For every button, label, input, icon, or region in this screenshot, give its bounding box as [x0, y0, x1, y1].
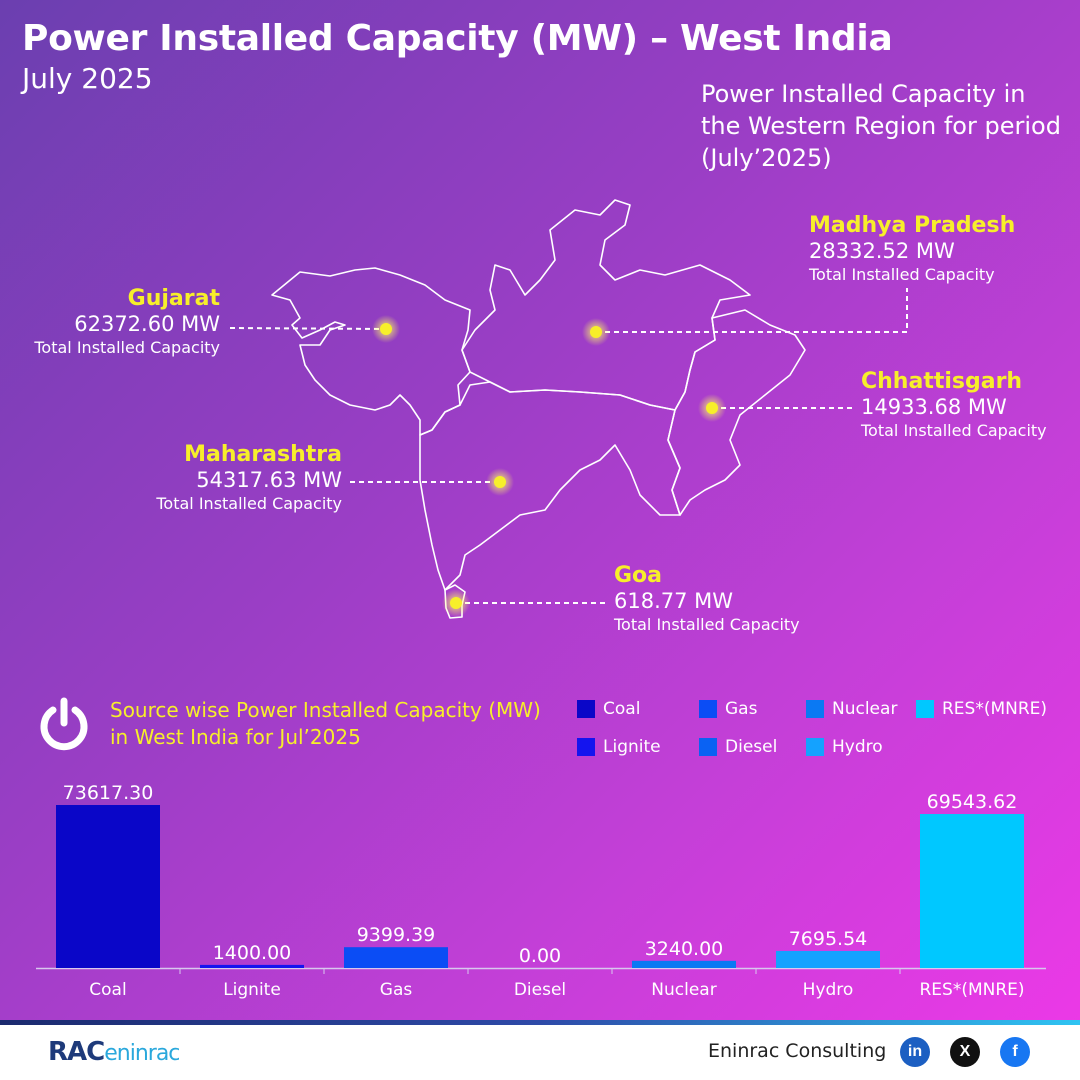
bar-res-mnre — [920, 814, 1024, 968]
bar-value-label: 3240.00 — [645, 938, 724, 960]
state-name: Chhattisgarh — [861, 369, 1023, 394]
source-heading-line1: Source wise Power Installed Capacity (MW… — [110, 698, 541, 722]
legend-swatch — [577, 700, 595, 718]
legend-item: Lignite — [577, 737, 661, 757]
legend-label: Diesel — [725, 737, 778, 757]
x-icon[interactable]: X — [950, 1037, 980, 1067]
gujarat-outline — [271, 267, 471, 436]
chhattisgarh-outline — [667, 309, 806, 516]
legend-swatch — [916, 700, 934, 718]
x-tick-label: Lignite — [223, 980, 281, 1000]
state-name: Goa — [614, 563, 663, 588]
legend-item: RES*(MNRE) — [916, 699, 1047, 719]
legend-label: Lignite — [603, 737, 661, 757]
state-maharashtra: Maharashtra 54317.63 MW Total Installed … — [156, 442, 342, 513]
footer: RACeninrac Eninrac Consulting in X f — [0, 1025, 1080, 1080]
bar-value-label: 69543.62 — [927, 791, 1018, 813]
madhya-pradesh-connector — [596, 288, 908, 333]
source-heading: Source wise Power Installed Capacity (MW… — [110, 697, 550, 751]
state-value: 62372.60 MW — [74, 312, 220, 337]
state-value: 14933.68 MW — [861, 395, 1007, 420]
legend-item: Nuclear — [806, 699, 897, 719]
state-gujarat: Gujarat 62372.60 MW Total Installed Capa… — [34, 286, 220, 357]
bar-gas — [344, 947, 448, 968]
page-subtitle: July 2025 — [22, 62, 153, 95]
legend-swatch — [806, 738, 824, 756]
bar-lignite — [200, 964, 304, 968]
state-value: 618.77 MW — [614, 589, 734, 614]
x-tick-label: Nuclear — [651, 980, 716, 1000]
source-heading-line2: in West India for Jul’2025 — [110, 725, 361, 749]
footer-accent-strip — [0, 1020, 1080, 1025]
bar-nuclear — [632, 960, 736, 968]
legend-item: Diesel — [699, 737, 777, 757]
state-name: Madhya Pradesh — [809, 213, 1016, 238]
legend-label: Hydro — [832, 737, 883, 757]
map-caption: Power Installed Capacity in the Western … — [701, 80, 1061, 172]
state-sub: Total Installed Capacity — [614, 614, 800, 634]
state-sub: Total Installed Capacity — [809, 264, 995, 284]
gujarat-dot — [380, 323, 392, 335]
state-sub: Total Installed Capacity — [861, 420, 1047, 440]
legend-swatch — [699, 738, 717, 756]
power-icon — [40, 697, 88, 751]
source-bar-chart: 73617.30 Coal 1400.00 Lignite 9399.39 Gas 0.00… — [36, 782, 1046, 1000]
x-tick-label: Diesel — [514, 980, 566, 1000]
bar-value-label: 7695.54 — [789, 928, 868, 950]
legend-label: RES*(MNRE) — [942, 699, 1048, 719]
company-name: Eninrac Consulting — [708, 1040, 887, 1062]
west-india-map — [229, 199, 908, 617]
eninrac-logo: RACeninrac — [48, 1037, 180, 1067]
gujarat-connector — [229, 327, 387, 330]
legend-label: Gas — [725, 699, 758, 719]
madhya-pradesh-dot — [590, 326, 602, 338]
chhattisgarh-dot — [706, 402, 718, 414]
state-name: Gujarat — [127, 286, 220, 311]
legend-swatch — [699, 700, 717, 718]
x-tick-label: RES*(MNRE) — [919, 980, 1024, 1000]
state-name: Maharashtra — [184, 442, 342, 467]
legend-swatch — [806, 700, 824, 718]
x-tick-label: Gas — [380, 980, 413, 1000]
legend-item: Gas — [699, 699, 757, 719]
bar-hydro — [776, 950, 880, 968]
logo-main: RAC — [48, 1037, 105, 1067]
state-chhattisgarh: Chhattisgarh 14933.68 MW Total Installed… — [861, 369, 1047, 440]
state-sub: Total Installed Capacity — [156, 493, 342, 513]
state-sub: Total Installed Capacity — [34, 337, 220, 357]
madhya-pradesh-outline — [461, 199, 751, 411]
maharashtra-dot — [494, 476, 506, 488]
goa-dot — [450, 597, 462, 609]
state-value: 28332.52 MW — [809, 239, 955, 264]
logo-rest: eninrac — [104, 1041, 180, 1066]
bar-coal — [56, 805, 160, 968]
legend-swatch — [577, 738, 595, 756]
state-madhya-pradesh: Madhya Pradesh 28332.52 MW Total Install… — [809, 213, 1015, 284]
maharashtra-outline — [419, 381, 681, 591]
bar-value-label: 9399.39 — [357, 924, 436, 946]
legend-label: Coal — [603, 699, 641, 719]
x-tick-label: Hydro — [803, 980, 854, 1000]
bar-value-label: 0.00 — [519, 945, 561, 967]
legend-item: Coal — [577, 699, 640, 719]
state-value: 54317.63 MW — [196, 468, 342, 493]
legend-label: Nuclear — [832, 699, 898, 719]
page-title: Power Installed Capacity (MW) – West Ind… — [22, 18, 893, 59]
facebook-icon[interactable]: f — [1000, 1037, 1030, 1067]
x-tick-label: Coal — [89, 980, 126, 1000]
bar-value-label: 73617.30 — [63, 782, 154, 804]
legend-item: Hydro — [806, 737, 883, 757]
bar-value-label: 1400.00 — [213, 942, 292, 964]
linkedin-icon[interactable]: in — [900, 1037, 930, 1067]
state-goa: Goa 618.77 MW Total Installed Capacity — [614, 563, 800, 634]
